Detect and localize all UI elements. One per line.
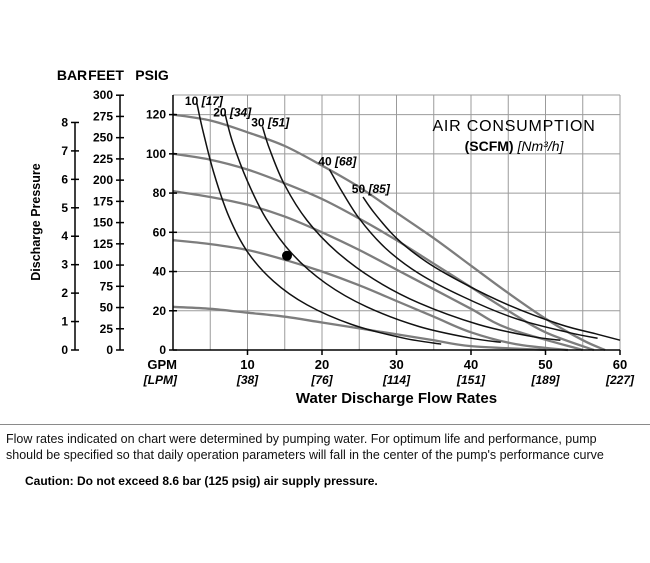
pump-performance-chart: 10 [17]20 [34]30 [51] 40 [68] 50 [85] 0 1 2 3 4… (29, 67, 635, 407)
x-unit-gpm: GPM (147, 357, 177, 372)
svg-text:10: 10 (240, 357, 254, 372)
svg-text:[227]: [227] (605, 373, 635, 387)
svg-text:20: 20 (315, 357, 329, 372)
svg-text:60: 60 (613, 357, 627, 372)
divider (0, 424, 650, 425)
svg-text:6: 6 (61, 172, 68, 186)
svg-text:225: 225 (93, 152, 113, 166)
svg-text:7: 7 (61, 144, 68, 158)
svg-text:120: 120 (146, 108, 166, 122)
svg-text:300: 300 (93, 88, 113, 102)
x-axis-labels: 10[38] 20[76] 30[114] 40[151] 50[189] 60[227]… (143, 350, 635, 407)
svg-text:25: 25 (100, 322, 114, 336)
air-curve-label-40: 40 [68] (318, 155, 357, 169)
svg-text:[76]: [76] (310, 373, 333, 387)
air-curve-10 (196, 102, 442, 345)
svg-text:0: 0 (61, 343, 68, 357)
svg-text:[114]: [114] (382, 373, 411, 387)
svg-text:0: 0 (159, 343, 166, 357)
svg-text:50: 50 (100, 301, 114, 315)
footnote-line-2: should be specified so that daily operat… (6, 448, 604, 462)
svg-text:40: 40 (153, 265, 167, 279)
axis-header-psig: PSIG (135, 67, 169, 83)
svg-text:1: 1 (61, 315, 68, 329)
svg-text:20: 20 (153, 304, 167, 318)
air-consumption-curves (196, 102, 621, 345)
air-curve-40 (328, 169, 598, 339)
svg-text:2: 2 (61, 286, 68, 300)
footnote: Flow rates indicated on chart were deter… (6, 431, 650, 463)
air-curve-20 (224, 114, 501, 343)
svg-text:250: 250 (93, 131, 113, 145)
axis-header-bar: BAR (57, 67, 87, 83)
performance-curve-5 (172, 305, 546, 352)
performance-curve-4 (172, 239, 569, 352)
caution-text: Caution: Do not exceed 8.6 bar (125 psig… (25, 474, 378, 488)
x-unit-lpm: [LPM] (143, 373, 178, 387)
y-axis-labels: 012345678BAR0255075100125150175200225250… (57, 67, 169, 357)
svg-text:100: 100 (146, 147, 166, 161)
performance-curves (172, 113, 606, 352)
air-curve-label-10: 10 [17] (185, 94, 224, 108)
axis-header-feet: FEET (88, 67, 124, 83)
air-curve-50 (362, 196, 621, 341)
operating-point-marker (282, 250, 292, 261)
svg-text:8: 8 (61, 115, 68, 129)
svg-text:[189]: [189] (530, 373, 560, 387)
svg-text:30: 30 (389, 357, 403, 372)
svg-text:60: 60 (153, 225, 167, 239)
chart-title-line1: AIR CONSUMPTION (432, 118, 595, 135)
performance-curve-3 (172, 189, 584, 352)
svg-text:275: 275 (93, 109, 113, 123)
air-curve-label-50: 50 [85] (352, 182, 391, 196)
svg-text:[38]: [38] (236, 373, 259, 387)
svg-text:125: 125 (93, 237, 113, 251)
svg-text:40: 40 (464, 357, 478, 372)
air-curve-label-20: 20 [34] (213, 106, 252, 120)
footnote-line-1: Flow rates indicated on chart were deter… (6, 432, 597, 446)
svg-text:200: 200 (93, 173, 113, 187)
svg-text:80: 80 (153, 186, 167, 200)
svg-text:4: 4 (61, 229, 68, 243)
performance-curve-1 (172, 113, 606, 352)
svg-text:150: 150 (93, 216, 113, 230)
chart-title-line2: (SCFM) [Nm³/h] (465, 138, 565, 154)
performance-curve-2 (172, 152, 595, 352)
svg-text:5: 5 (61, 201, 68, 215)
svg-text:3: 3 (61, 258, 68, 272)
svg-text:0: 0 (106, 343, 113, 357)
svg-text:175: 175 (93, 194, 113, 208)
svg-text:100: 100 (93, 258, 113, 272)
air-curve-label-30: 30 [51] (251, 115, 290, 129)
x-axis-title: Water Discharge Flow Rates (296, 390, 497, 407)
svg-text:[151]: [151] (456, 373, 486, 387)
y-axis-title: Discharge Pressure (29, 163, 43, 280)
air-curve-30 (261, 126, 561, 341)
svg-text:50: 50 (538, 357, 552, 372)
svg-text:75: 75 (100, 279, 114, 293)
